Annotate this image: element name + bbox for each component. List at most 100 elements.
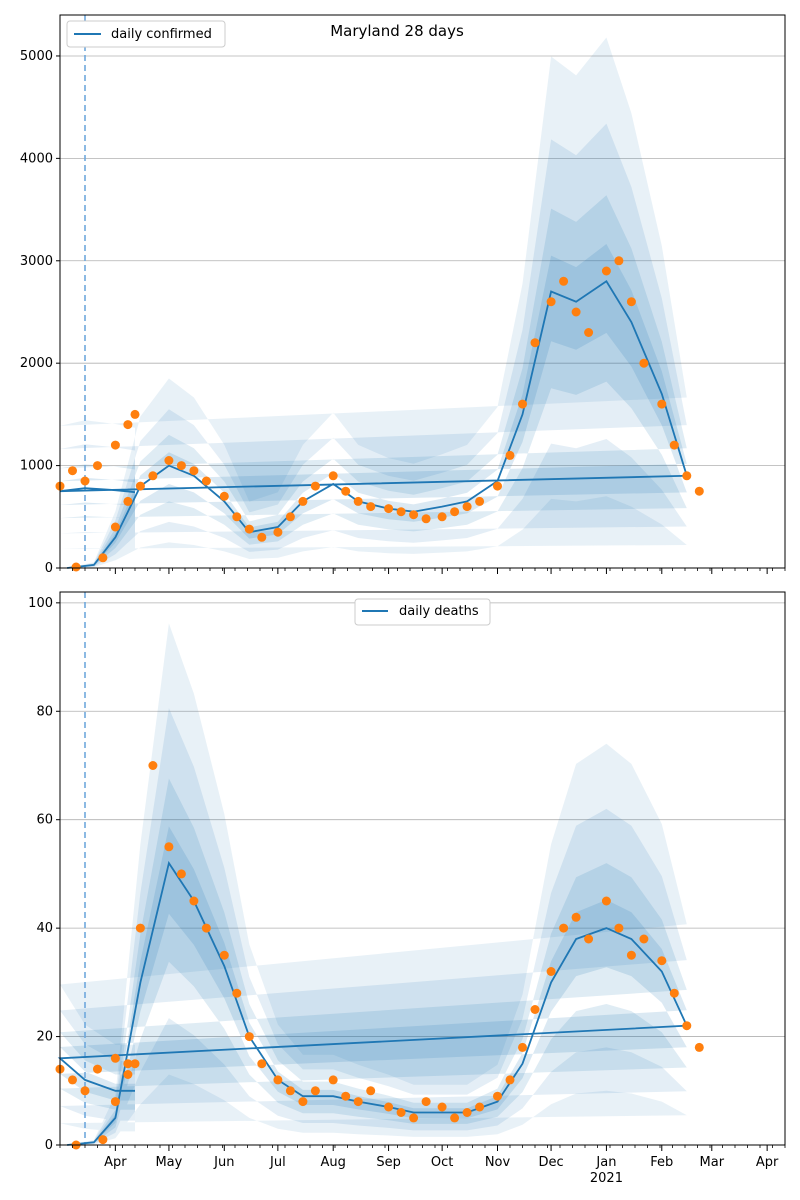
confirmed-ytick-label: 5000 [20,49,53,64]
confirmed-data-point [257,532,267,542]
deaths-year-label: 2021 [590,1171,623,1186]
deaths-legend-label: daily deaths [399,604,479,619]
deaths-data-point [130,1059,140,1069]
confirmed-ytick-label: 1000 [20,459,53,474]
confirmed-legend: daily confirmed [66,20,226,48]
confirmed-data-point [530,338,540,348]
deaths-data-point [657,956,667,966]
confirmed-data-point [135,481,145,491]
confirmed-data-point [244,524,254,534]
deaths-data-point [123,1070,133,1079]
deaths-xtick-label: Jan [595,1155,616,1170]
confirmed-data-point [657,399,667,409]
confirmed-data-point [421,514,431,524]
deaths-data-point [614,923,624,933]
confirmed-data-point [571,307,581,317]
confirmed-data-point [614,256,624,266]
deaths-data-point [450,1113,460,1123]
deaths-ytick-label: 0 [45,1138,53,1153]
deaths-xtick-label: Apr [756,1155,779,1170]
deaths-data-point [273,1075,283,1085]
confirmed-data-point [384,504,394,514]
confirmed-data-point [273,527,283,537]
deaths-data-point [148,761,158,770]
deaths-uncertainty-band [60,623,687,1145]
deaths-data-point [328,1075,338,1085]
confirmed-data-point [310,481,320,491]
confirmed-data-point [437,512,447,522]
deaths-data-point [110,1053,120,1063]
deaths-data-point [518,1042,527,1052]
deaths-legend: daily deaths [354,598,491,626]
deaths-data-point [135,923,145,933]
confirmed-data-point [219,491,229,501]
confirmed-ytick-label: 2000 [20,356,53,371]
deaths-data-point [505,1075,515,1085]
confirmed-data-point [176,461,186,471]
confirmed-data-point [164,456,174,465]
confirmed-data-point [559,276,569,286]
confirmed-data-point [110,440,120,450]
deaths-xtick-label: Oct [431,1155,453,1170]
deaths-data-point [176,869,186,879]
deaths-data-point [257,1059,267,1069]
confirmed-data-point [475,496,485,506]
confirmed-data-point [450,507,460,517]
deaths-data-point [584,934,594,944]
deaths-xtick-label: Sep [376,1155,401,1170]
deaths-xtick-label: Dec [538,1155,563,1170]
deaths-ytick-label: 80 [36,704,53,719]
confirmed-data-point [396,507,406,517]
confirmed-data-point [232,512,242,522]
deaths-data-point [123,1059,133,1069]
confirmed-data-point [71,562,81,572]
confirmed-data-point [148,471,158,481]
confirmed-data-point [462,502,472,512]
deaths-legend-box [354,598,491,626]
deaths-data-point [353,1097,363,1107]
deaths-data-point [493,1091,502,1101]
deaths-ytick-label: 20 [36,1030,53,1045]
deaths-data-point [219,950,229,960]
deaths-chart: 0 20 40 60 80 100 Apr May Jun Jul Aug Sep Oct Nov Dec J… [28,591,786,1186]
confirmed-data-point [682,471,692,481]
confirmed-data-point [68,466,77,476]
deaths-series-line [57,860,689,1146]
confirmed-data-point [584,328,594,337]
confirmed-data-point [353,496,363,506]
deaths-xtick-label: May [155,1155,182,1170]
deaths-xtick-label: Aug [321,1155,346,1170]
deaths-data-point [437,1102,447,1112]
deaths-xtick-label: Feb [650,1155,673,1170]
deaths-data-point [110,1097,120,1107]
deaths-data-point [601,896,611,906]
confirmed-data-point [546,297,556,307]
confirmed-uncertainty-band [60,37,687,568]
confirmed-chart-title: Maryland 28 days [330,22,464,40]
deaths-data-point [68,1075,77,1085]
deaths-data-point [384,1102,394,1112]
confirmed-data-point [341,486,351,496]
confirmed-data-point [123,496,133,506]
confirmed-data-point [505,450,515,460]
confirmed-ytick-label: 4000 [20,151,53,166]
deaths-data-point [530,1005,540,1014]
deaths-data-point [694,1042,704,1052]
confirmed-data-point [328,471,338,481]
confirmed-legend-label: daily confirmed [111,27,212,42]
deaths-uncertainty-band [60,826,687,1145]
confirmed-data-point [201,476,211,486]
confirmed-data-point [518,399,527,409]
deaths-xtick-label: Jul [269,1155,286,1170]
confirmed-data-point [98,553,108,563]
confirmed-data-point [366,502,376,512]
deaths-data-point [559,923,569,933]
confirmed-data-point [639,358,649,368]
confirmed-data-point [285,512,295,522]
confirmed-series-line [59,280,689,569]
confirmed-data-point [298,496,308,506]
deaths-xtick-label: Nov [485,1155,511,1170]
confirmed-data-point [626,297,636,307]
confirmed-data-point [601,266,611,276]
